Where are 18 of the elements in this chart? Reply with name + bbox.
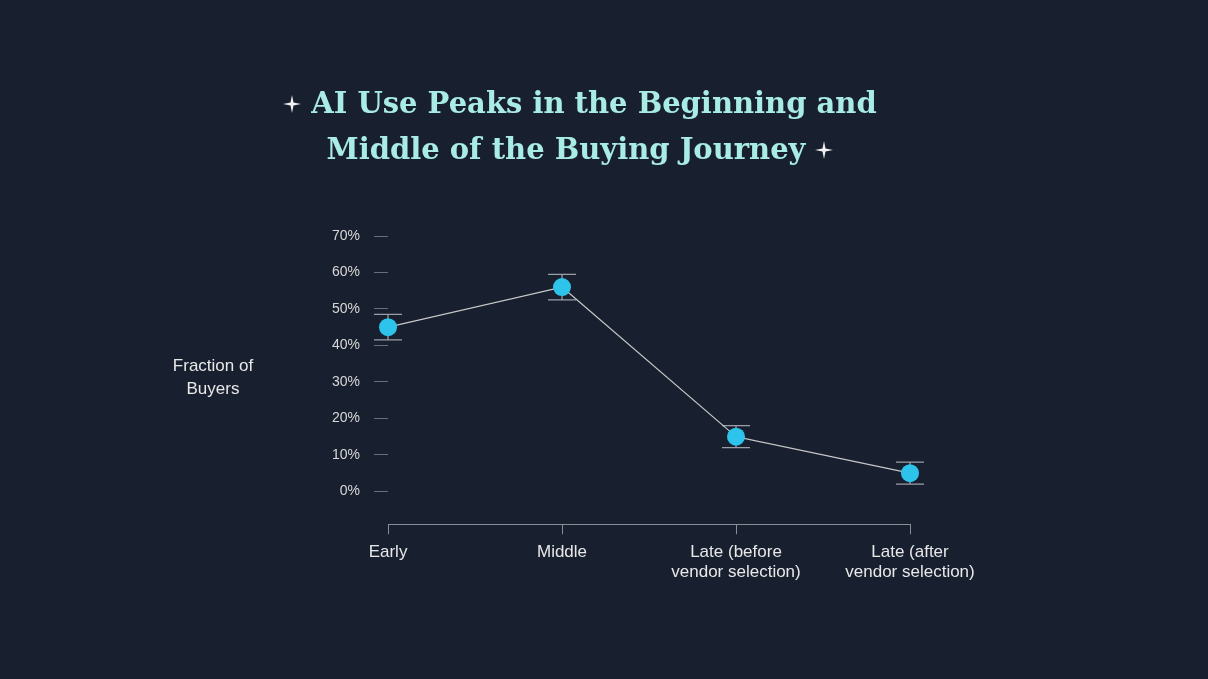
chart-title: AI Use Peaks in the Beginning and Middle of the Buying Journey [311,86,877,166]
y-axis-title: Fraction of Buyers [171,355,255,400]
y-tick-label: 0% [339,482,361,499]
x-tick-label: Late (before vendor selection) [671,542,801,582]
point [727,427,746,446]
point [553,278,572,297]
y-tick-label: 30% [331,372,361,389]
x-tick-label: Middle [536,542,588,562]
y-tick-label: 70% [331,226,361,243]
y-tick-label: 60% [331,263,361,280]
y-tick-label: 40% [331,336,361,353]
y-tick-label: 50% [331,299,361,316]
x-tick-label: Early [368,542,408,562]
y-tick-label: 20% [331,409,361,426]
point [379,318,398,337]
x-tick-label: Late (after vendor selection) [845,542,975,582]
y-tick-label: 10% [331,445,361,462]
point [901,464,919,483]
